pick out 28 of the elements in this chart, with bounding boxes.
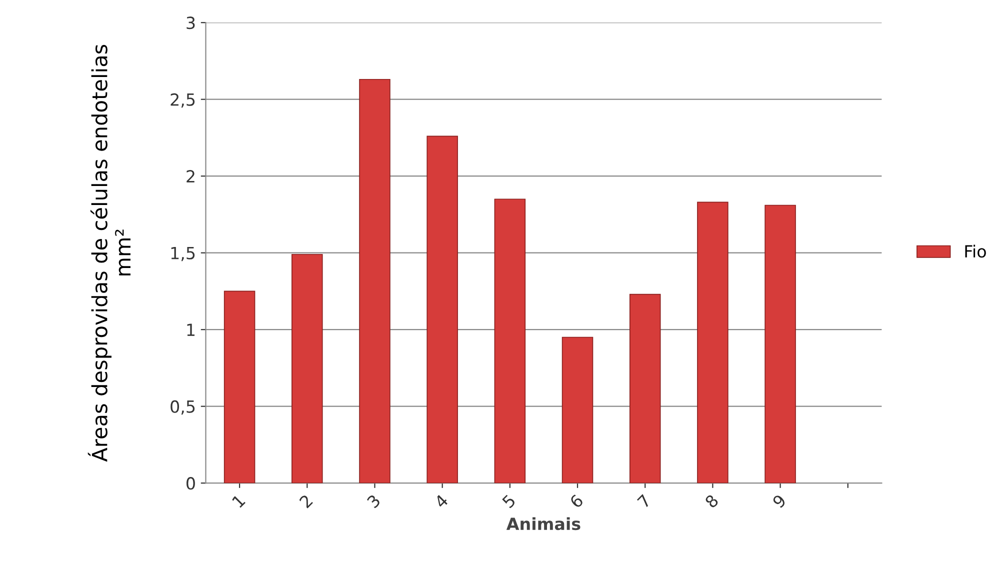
x-axis-title: Animais xyxy=(506,517,580,530)
y-tick-label: 2,5 xyxy=(170,93,195,108)
x-tick-label: 7 xyxy=(636,494,652,508)
bar xyxy=(494,198,526,484)
bar xyxy=(562,336,594,484)
bar xyxy=(764,204,796,484)
x-tick-label: 4 xyxy=(434,494,449,509)
legend-label: Fio xyxy=(965,244,986,258)
x-tick-label: 9 xyxy=(772,494,787,509)
y-tick-label: 1,5 xyxy=(171,247,195,262)
x-tick-label: 6 xyxy=(569,494,584,509)
bar xyxy=(629,294,661,484)
bar xyxy=(359,78,390,484)
x-tick-label: 2 xyxy=(298,494,313,508)
x-tick-label: 5 xyxy=(502,494,516,509)
x-tick-label: 3 xyxy=(366,494,381,509)
bar xyxy=(697,202,728,484)
y-tick-label: 0 xyxy=(186,477,195,490)
y-tick-label: 3 xyxy=(186,16,195,30)
y-axis-title: Áreas desprovidas de células endotelias mm² xyxy=(88,44,130,462)
x-tick-label: 8 xyxy=(704,494,720,509)
y-tick-label: 2 xyxy=(186,170,194,182)
x-tick-label: 1 xyxy=(232,494,246,508)
y-tick-label: 0,5 xyxy=(170,400,195,415)
bar xyxy=(224,290,256,484)
bar xyxy=(292,254,323,484)
bar xyxy=(426,136,458,484)
y-tick-label: 1 xyxy=(187,324,194,336)
